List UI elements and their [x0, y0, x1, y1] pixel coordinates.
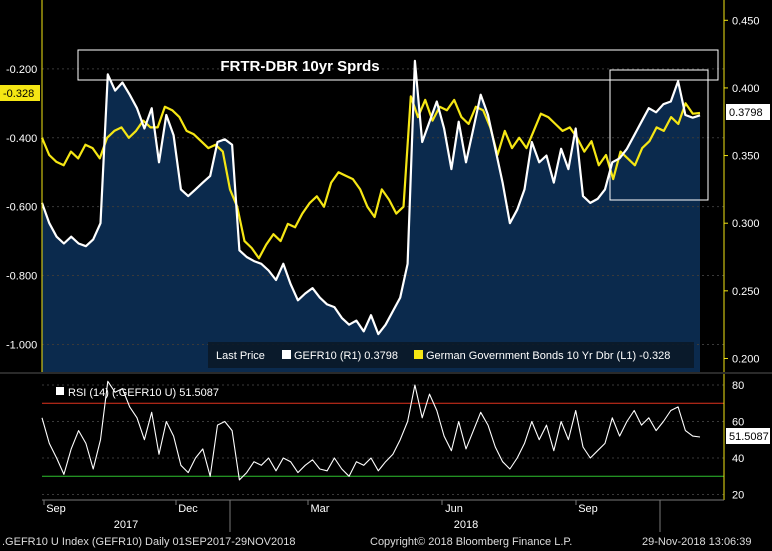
svg-text:0.3798: 0.3798: [729, 107, 763, 119]
highlight-box: [609, 69, 709, 201]
rsi-tick-label: 20: [732, 490, 744, 502]
month-label: Sep: [578, 503, 598, 515]
footer-index-info: .GEFR10 U Index (GEFR10) Daily 01SEP2017…: [2, 536, 296, 548]
left-tick-label: -0.400: [6, 133, 37, 145]
rsi-axis-ticks: 80 60 40 20: [732, 380, 744, 502]
year-label: 2018: [454, 519, 478, 531]
month-label: Sep: [46, 503, 66, 515]
year-label: 2017: [114, 519, 138, 531]
right-tick-label: 0.450: [732, 15, 760, 27]
rsi-tick-label: 80: [732, 380, 744, 392]
svg-text:51.5087: 51.5087: [729, 431, 769, 443]
month-label: Dec: [178, 503, 198, 515]
right-axis-ticks: 0.450 0.400 0.350 0.300 0.250 0.200: [724, 15, 760, 365]
svg-text:-0.328: -0.328: [3, 88, 34, 100]
title-box: [77, 49, 719, 81]
month-label: Mar: [311, 503, 330, 515]
left-axis-ticks: -0.200 -0.400 -0.600 -0.800 -1.000: [6, 64, 37, 352]
rsi-grid: [42, 384, 724, 496]
time-axis: Sep Dec Mar Jun Sep 2017 2018: [42, 499, 724, 532]
left-tick-label: -0.800: [6, 271, 37, 283]
right-tick-label: 0.350: [732, 151, 760, 163]
right-tick-label: 0.300: [732, 218, 760, 230]
gefr10-line: [40, 59, 701, 336]
right-tick-label: 0.250: [732, 286, 760, 298]
month-label: Jun: [445, 503, 463, 515]
last-value-left-badge: -0.328: [0, 85, 40, 101]
footer-copyright: Copyright© 2018 Bloomberg Finance L.P.: [370, 536, 573, 548]
left-tick-label: -1.000: [6, 339, 37, 351]
right-tick-label: 0.400: [732, 83, 760, 95]
gefr10-area: [42, 60, 700, 373]
rsi-tick-label: 60: [732, 416, 744, 428]
right-tick-label: 0.200: [732, 353, 760, 365]
month-labels: Sep Dec Mar Jun Sep: [43, 500, 598, 515]
footer-timestamp: 29-Nov-2018 13:06:39: [642, 536, 752, 548]
rsi-panel: 80 60 40 20 RSI (14) (.GEFR10 U) 51.5087 51…: [41, 374, 770, 502]
rsi-tick-label: 40: [732, 453, 744, 465]
left-tick-label: -0.200: [6, 64, 37, 76]
legend-swatch-dbr: [414, 350, 423, 359]
footer: .GEFR10 U Index (GEFR10) Daily 01SEP2017…: [0, 533, 772, 551]
chart-title: FRTR-DBR 10yr Sprds: [220, 58, 379, 75]
svg-text:RSI (14) (.GEFR10 U) 51.5087: RSI (14) (.GEFR10 U) 51.5087: [68, 387, 219, 399]
rsi-last-value-badge: 51.5087: [726, 428, 770, 444]
legend-label-gefr10: GEFR10 (R1) 0.3798: [294, 350, 398, 362]
last-value-right-badge: 0.3798: [726, 104, 770, 120]
rsi-legend: RSI (14) (.GEFR10 U) 51.5087: [56, 387, 219, 399]
rsi-line: [41, 380, 701, 481]
legend-label-dbr: German Government Bonds 10 Yr Dbr (L1) -…: [426, 350, 670, 362]
dbr-10yr-line: [40, 95, 701, 260]
year-labels: 2017 2018: [114, 500, 661, 532]
left-tick-label: -0.600: [6, 202, 37, 214]
legend-prefix: Last Price: [216, 350, 265, 362]
legend-swatch-gefr10: [282, 350, 291, 359]
main-panel: FRTR-DBR 10yr Sprds -0.200-0.400-0.600-0…: [0, 0, 770, 373]
legend: Last Price GEFR10 (R1) 0.3798 German Gov…: [208, 342, 694, 368]
